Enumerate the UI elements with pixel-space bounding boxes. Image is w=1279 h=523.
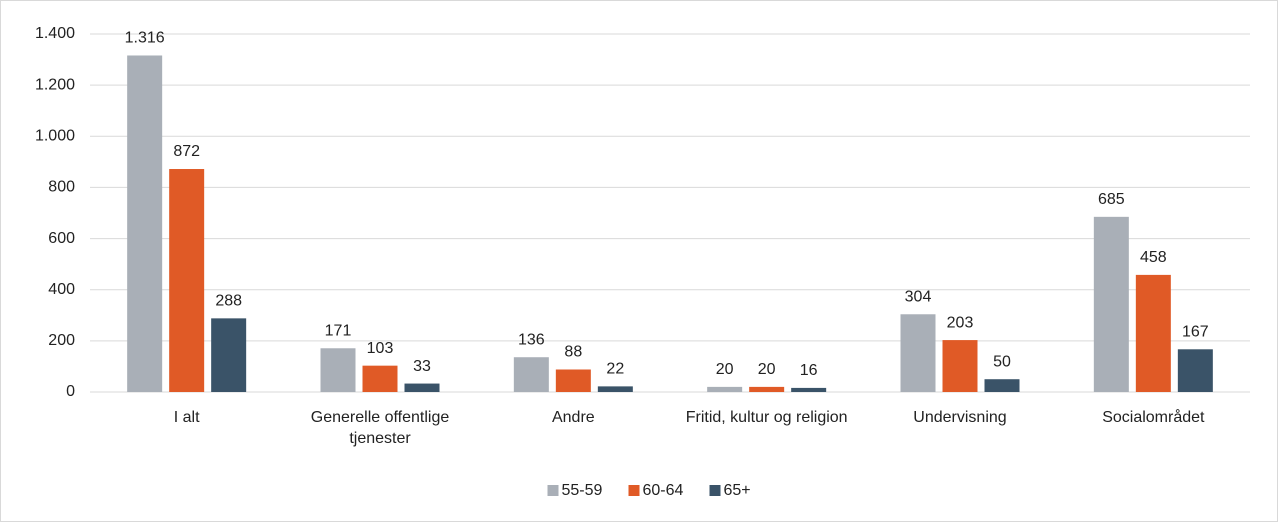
y-tick-label: 400 [48, 281, 75, 298]
data-label: 22 [606, 361, 624, 378]
bar [1177, 349, 1213, 392]
data-label: 167 [1182, 324, 1209, 341]
data-label: 136 [518, 331, 545, 348]
data-label: 288 [215, 293, 242, 310]
bar [984, 379, 1020, 392]
data-label: 304 [905, 288, 932, 305]
bar [555, 369, 591, 392]
y-tick-label: 800 [48, 179, 75, 196]
bar [211, 318, 247, 392]
bar [127, 55, 163, 392]
y-tick-label: 1.400 [35, 25, 75, 42]
legend-swatch [709, 485, 721, 496]
data-label: 20 [716, 361, 734, 378]
bar [1135, 274, 1171, 392]
data-label: 203 [947, 314, 974, 331]
y-tick-label: 1.000 [35, 128, 75, 145]
data-label: 16 [800, 362, 818, 379]
bar [791, 387, 827, 392]
data-label: 50 [993, 353, 1011, 370]
bar [1093, 216, 1129, 392]
x-tick-label: Generelle offentlige tjenester [310, 409, 450, 447]
legend-label: 60-64 [643, 482, 684, 499]
bar [404, 383, 440, 392]
bar [749, 386, 785, 392]
bar [169, 169, 205, 392]
data-label: 458 [1140, 249, 1167, 266]
legend-label: 65+ [724, 482, 751, 499]
data-label: 88 [564, 344, 582, 361]
x-tick-label: Socialområdet [1102, 409, 1205, 426]
y-tick-label: 0 [66, 383, 75, 400]
data-label: 103 [367, 340, 394, 357]
legend-swatch [628, 485, 640, 496]
bar [513, 357, 549, 392]
bar [942, 340, 978, 392]
bar [320, 348, 356, 392]
data-label: 872 [173, 143, 200, 160]
data-label: 33 [413, 358, 431, 375]
bar [707, 386, 743, 392]
legend-swatch [547, 485, 559, 496]
bar [900, 314, 936, 392]
y-tick-label: 600 [48, 230, 75, 247]
y-tick-label: 1.200 [35, 76, 75, 93]
legend-label: 55-59 [562, 482, 603, 499]
data-label: 20 [758, 361, 776, 378]
data-label: 685 [1098, 191, 1125, 208]
bar [362, 365, 398, 392]
x-tick-label: Fritid, kultur og religion [685, 409, 848, 426]
y-tick-label: 200 [48, 332, 75, 349]
x-tick-label: I alt [173, 409, 200, 426]
data-label: 1.316 [125, 30, 165, 47]
bar [597, 386, 633, 392]
x-tick-label: Andre [551, 409, 595, 426]
x-tick-label: Undervisning [913, 409, 1007, 426]
data-label: 171 [325, 322, 352, 339]
